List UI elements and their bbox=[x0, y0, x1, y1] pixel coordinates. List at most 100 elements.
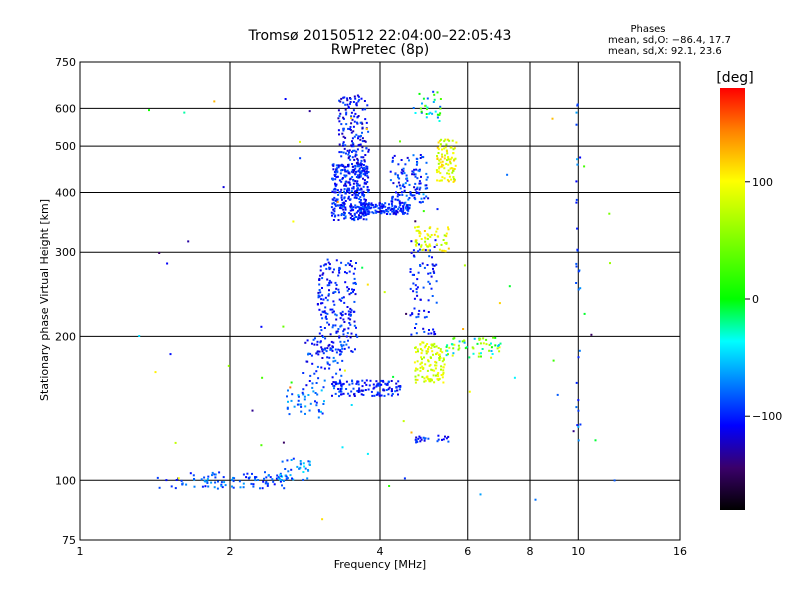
data-point bbox=[286, 395, 288, 398]
data-point bbox=[350, 404, 353, 406]
data-point bbox=[450, 178, 453, 181]
data-point bbox=[346, 97, 349, 100]
data-point bbox=[342, 129, 345, 132]
data-point bbox=[354, 167, 357, 170]
data-point bbox=[342, 211, 345, 214]
data-point bbox=[332, 201, 335, 204]
data-point bbox=[351, 209, 353, 211]
data-point bbox=[356, 148, 359, 151]
data-point bbox=[425, 315, 428, 318]
data-point bbox=[332, 356, 335, 359]
data-point bbox=[415, 351, 417, 354]
data-point bbox=[362, 203, 365, 206]
data-point bbox=[413, 173, 416, 176]
data-point bbox=[302, 471, 305, 473]
data-point bbox=[316, 365, 319, 368]
data-point bbox=[414, 182, 417, 185]
data-point bbox=[290, 399, 293, 402]
data-point bbox=[419, 157, 422, 159]
data-point bbox=[355, 154, 358, 156]
data-point bbox=[347, 164, 349, 166]
data-point bbox=[488, 349, 491, 352]
data-point bbox=[438, 114, 441, 116]
data-point bbox=[335, 170, 338, 173]
data-point bbox=[289, 474, 292, 477]
data-point bbox=[364, 172, 367, 175]
data-point bbox=[429, 235, 432, 238]
data-point bbox=[435, 263, 438, 266]
data-point bbox=[352, 206, 355, 209]
data-point bbox=[259, 487, 261, 490]
data-point bbox=[416, 278, 419, 281]
data-point bbox=[360, 134, 362, 137]
data-point bbox=[347, 327, 350, 330]
data-point bbox=[355, 190, 357, 192]
data-point bbox=[353, 196, 356, 199]
data-point bbox=[417, 313, 420, 316]
data-point bbox=[357, 206, 360, 208]
data-point bbox=[307, 352, 310, 355]
data-point bbox=[343, 96, 346, 99]
data-point bbox=[427, 332, 430, 335]
data-point bbox=[341, 202, 344, 204]
data-point bbox=[416, 187, 418, 190]
data-point bbox=[420, 197, 423, 200]
data-point bbox=[349, 126, 352, 128]
data-point bbox=[338, 99, 341, 102]
data-point bbox=[416, 177, 419, 180]
data-point bbox=[374, 205, 377, 208]
data-point bbox=[388, 203, 390, 206]
data-point bbox=[409, 193, 412, 196]
data-point bbox=[366, 208, 369, 211]
data-point bbox=[365, 218, 368, 221]
data-point bbox=[385, 209, 388, 212]
data-point bbox=[347, 156, 350, 159]
data-point bbox=[418, 182, 421, 185]
data-point bbox=[422, 193, 425, 196]
data-point bbox=[319, 274, 322, 277]
data-point bbox=[245, 476, 248, 479]
data-point bbox=[321, 277, 324, 280]
data-point bbox=[405, 174, 408, 177]
data-point bbox=[436, 227, 439, 230]
data-point bbox=[452, 159, 455, 162]
data-point bbox=[577, 439, 580, 442]
data-point bbox=[275, 477, 278, 480]
data-point bbox=[440, 138, 443, 141]
data-point bbox=[423, 437, 426, 440]
data-point bbox=[154, 371, 157, 374]
data-point bbox=[426, 233, 429, 236]
data-point bbox=[342, 127, 345, 130]
data-point bbox=[363, 179, 366, 182]
data-point bbox=[419, 264, 421, 266]
data-point bbox=[343, 340, 346, 343]
data-point bbox=[320, 389, 323, 392]
data-point bbox=[447, 180, 450, 183]
data-point bbox=[331, 326, 334, 329]
data-point bbox=[340, 155, 343, 158]
data-point bbox=[351, 288, 353, 291]
data-point bbox=[370, 390, 373, 393]
data-point bbox=[397, 208, 400, 211]
data-point bbox=[412, 154, 415, 157]
data-point bbox=[375, 384, 378, 387]
data-point bbox=[416, 294, 419, 297]
data-point bbox=[413, 273, 415, 276]
data-point bbox=[337, 164, 340, 167]
data-point bbox=[341, 313, 344, 316]
data-point bbox=[441, 360, 444, 363]
data-point bbox=[348, 149, 351, 152]
data-point bbox=[590, 333, 593, 336]
data-point bbox=[356, 157, 359, 160]
data-point bbox=[345, 152, 347, 155]
data-point bbox=[345, 113, 348, 116]
data-point bbox=[415, 291, 418, 294]
data-point bbox=[352, 149, 354, 152]
data-point bbox=[356, 163, 359, 166]
data-point bbox=[338, 336, 341, 339]
data-point bbox=[349, 101, 352, 103]
data-point bbox=[440, 365, 443, 368]
data-point bbox=[340, 123, 343, 126]
data-point bbox=[449, 160, 452, 163]
data-point bbox=[425, 178, 428, 181]
